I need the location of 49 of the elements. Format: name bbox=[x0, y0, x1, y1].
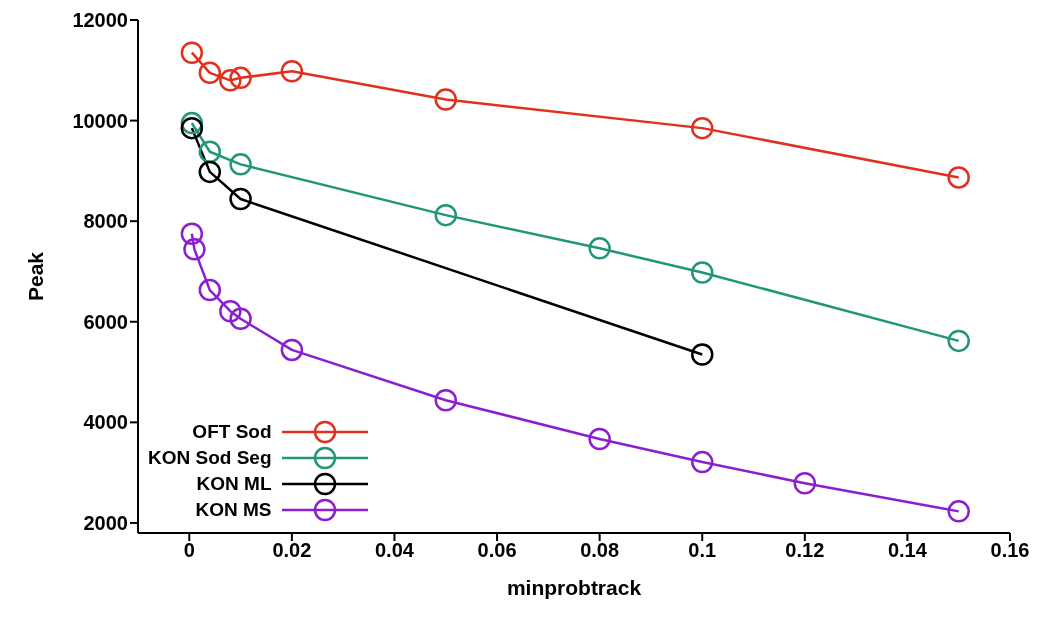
legend-label: KON Sod Seg bbox=[148, 447, 272, 469]
point bbox=[690, 261, 714, 284]
point bbox=[434, 88, 458, 111]
y-tick-label: 8000 bbox=[83, 210, 128, 233]
point bbox=[588, 237, 611, 260]
point bbox=[280, 338, 304, 362]
point bbox=[229, 66, 252, 90]
point bbox=[434, 203, 458, 227]
y-tick-label: 12000 bbox=[72, 9, 128, 32]
point bbox=[183, 238, 206, 261]
point bbox=[947, 166, 970, 189]
point bbox=[434, 388, 458, 412]
x-tick-label: 0.04 bbox=[375, 539, 415, 562]
x-tick-label: 0.1 bbox=[688, 539, 717, 562]
y-tick-label: 2000 bbox=[83, 512, 128, 535]
point bbox=[229, 187, 252, 211]
point bbox=[280, 60, 304, 83]
point bbox=[180, 116, 204, 140]
x-tick-label: 0.08 bbox=[580, 539, 620, 562]
point bbox=[219, 69, 242, 92]
point bbox=[690, 343, 714, 366]
point bbox=[793, 471, 817, 495]
point bbox=[180, 222, 204, 245]
y-axis-title: Peak bbox=[24, 251, 48, 302]
x-tick-label: 0.06 bbox=[477, 539, 517, 562]
point bbox=[180, 41, 204, 64]
point bbox=[229, 307, 252, 330]
x-tick-label: 0.16 bbox=[990, 539, 1030, 562]
x-tick-label: 0.12 bbox=[785, 539, 825, 562]
point bbox=[198, 61, 222, 85]
point bbox=[229, 153, 252, 176]
x-tick-label: 0.02 bbox=[272, 539, 312, 562]
point bbox=[198, 160, 222, 184]
legend-label: KON ML bbox=[196, 473, 272, 495]
point bbox=[198, 278, 222, 302]
y-tick-label: 10000 bbox=[72, 109, 128, 132]
x-tick-label: 0.14 bbox=[887, 539, 928, 562]
point bbox=[947, 500, 970, 523]
point bbox=[588, 427, 611, 451]
point bbox=[690, 116, 714, 140]
y-tick-label: 4000 bbox=[83, 411, 128, 434]
legend-label: OFT Sod bbox=[192, 421, 272, 443]
y-tick-label: 6000 bbox=[83, 310, 128, 333]
legend-label: KON MS bbox=[195, 499, 272, 521]
point bbox=[219, 299, 242, 323]
point bbox=[947, 329, 970, 353]
x-tick-label: 0 bbox=[183, 539, 195, 562]
x-axis-title: minprobtrack bbox=[506, 576, 642, 599]
point bbox=[690, 450, 714, 474]
